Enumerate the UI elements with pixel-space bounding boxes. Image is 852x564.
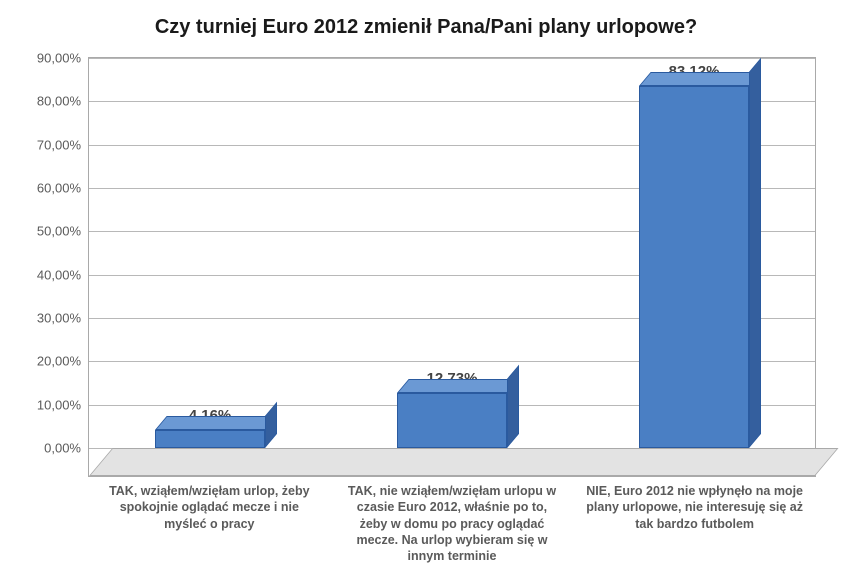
chart-container: Czy turniej Euro 2012 zmienił Pana/Pani … <box>0 0 852 564</box>
y-tick-label: 40,00% <box>37 267 89 282</box>
x-category-label: NIE, Euro 2012 nie wpłynęło na moje plan… <box>575 483 815 564</box>
y-tick-label: 80,00% <box>37 94 89 109</box>
x-category-label: TAK, wziąłem/wzięłam urlop, żeby spokojn… <box>89 483 329 564</box>
bar-top-face <box>397 379 519 393</box>
y-tick-label: 90,00% <box>37 51 89 66</box>
bar <box>397 393 507 448</box>
chart-floor <box>89 448 838 476</box>
y-tick-label: 70,00% <box>37 137 89 152</box>
y-tick-label: 60,00% <box>37 180 89 195</box>
bar <box>639 86 749 448</box>
bar-top-face <box>155 416 277 430</box>
bars-row: 4,16%12,73%83,12% <box>89 58 815 448</box>
x-axis-labels: TAK, wziąłem/wzięłam urlop, żeby spokojn… <box>88 483 816 564</box>
plot-area: 0,00%10,00%20,00%30,00%40,00%50,00%60,00… <box>88 57 816 477</box>
bar-front <box>639 86 749 448</box>
y-tick-label: 50,00% <box>37 224 89 239</box>
chart-title: Czy turniej Euro 2012 zmienił Pana/Pani … <box>24 16 828 39</box>
bar-side-face <box>749 58 761 448</box>
y-tick-label: 30,00% <box>37 310 89 325</box>
y-tick-label: 20,00% <box>37 354 89 369</box>
y-tick-label: 0,00% <box>44 441 89 456</box>
bar-slot: 12,73% <box>331 370 573 448</box>
bar-top-face <box>639 72 761 86</box>
bar-slot: 4,16% <box>89 407 331 448</box>
bar-side-face <box>507 364 519 448</box>
y-tick-label: 10,00% <box>37 397 89 412</box>
bar <box>155 430 265 448</box>
x-category-label: TAK, nie wziąłem/wzięłam urlopu w czasie… <box>332 483 572 564</box>
bar-slot: 83,12% <box>573 63 815 448</box>
bar-front <box>155 430 265 448</box>
bar-front <box>397 393 507 448</box>
bar-side-face <box>265 402 277 448</box>
